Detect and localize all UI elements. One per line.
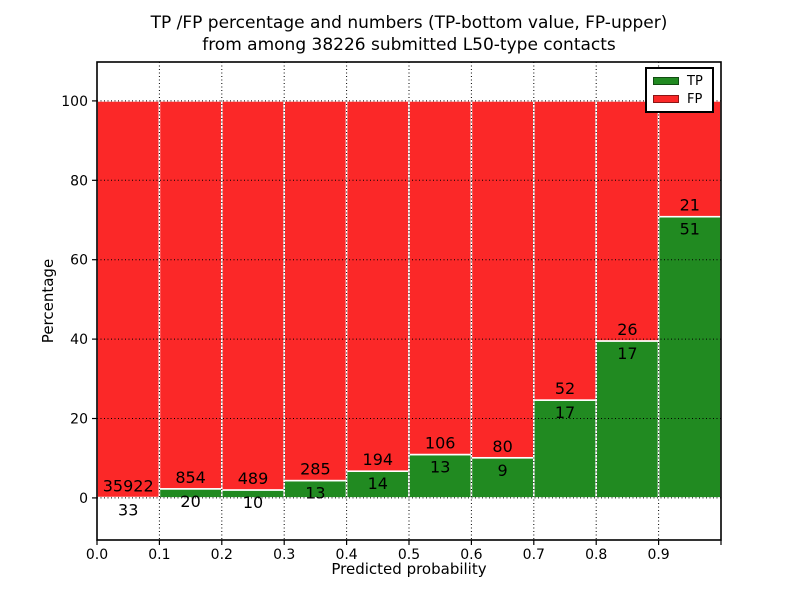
bar-count-label-fp: 106 xyxy=(425,434,456,453)
legend-row: TP xyxy=(647,75,712,88)
legend-row: FP xyxy=(647,93,712,106)
bar-count-label-fp: 21 xyxy=(680,196,700,215)
bar-segment-tp xyxy=(345,470,410,499)
y-tick-label: 60 xyxy=(70,253,88,269)
bar-count-label-tp: 51 xyxy=(680,220,700,239)
chart-title-line1: TP /FP percentage and numbers (TP-bottom… xyxy=(150,13,668,33)
x-tick-label: 0.2 xyxy=(211,547,233,563)
x-tick-label: 0.9 xyxy=(647,547,669,563)
x-tick-label: 0.4 xyxy=(335,547,357,563)
x-axis-label: Predicted probability xyxy=(331,560,487,578)
bar-segment-tp xyxy=(595,340,660,499)
x-tick-label: 0.5 xyxy=(398,547,420,563)
bar-segment-fp xyxy=(532,100,597,401)
bar-segment-fp xyxy=(283,100,348,482)
chart-title-line2: from among 38226 submitted L50-type cont… xyxy=(202,35,616,55)
bar-count-label-fp: 35922 xyxy=(103,477,154,496)
x-tick-label: 0.1 xyxy=(148,547,170,563)
bar-segment-fp xyxy=(470,100,535,459)
x-tick-label: 0.8 xyxy=(585,547,607,563)
bar-segment-fp xyxy=(158,100,223,490)
bar-segment-fp xyxy=(221,100,286,491)
bar-count-label-tp: 17 xyxy=(555,403,575,422)
bar-count-label-tp: 9 xyxy=(498,461,508,480)
bar-count-label-tp: 33 xyxy=(118,501,138,520)
bar-count-label-tp: 13 xyxy=(430,458,450,477)
y-tick-label: 0 xyxy=(79,491,88,507)
bar-count-label-tp: 13 xyxy=(305,484,325,503)
x-tick-label: 0.3 xyxy=(273,547,295,563)
bar-count-label-fp: 489 xyxy=(238,469,269,488)
bar-segment-fp xyxy=(657,100,722,218)
y-axis-label: Percentage xyxy=(39,258,57,344)
y-tick-label: 40 xyxy=(70,332,88,348)
legend-label: TP xyxy=(687,73,703,89)
bar-count-label-fp: 80 xyxy=(492,437,512,456)
bar-count-label-tp: 17 xyxy=(617,344,637,363)
x-tick-label: 0.0 xyxy=(86,547,108,563)
legend-swatch-fp xyxy=(653,95,679,103)
y-tick-label: 20 xyxy=(70,412,88,428)
bar-segment-fp xyxy=(595,100,660,342)
legend-label: FP xyxy=(687,91,703,107)
bar-count-label-tp: 10 xyxy=(243,493,263,512)
bar-count-label-fp: 26 xyxy=(617,320,637,339)
bar-count-label-fp: 194 xyxy=(363,450,394,469)
bar-segment-fp xyxy=(345,100,410,472)
bar-segment-tp xyxy=(657,215,722,499)
bar-count-label-fp: 854 xyxy=(175,468,206,487)
chart-title: TP /FP percentage and numbers (TP-bottom… xyxy=(9,12,800,56)
x-tick-label: 0.7 xyxy=(523,547,545,563)
y-tick-label: 80 xyxy=(70,173,88,189)
y-tick-label: 100 xyxy=(61,94,88,110)
x-tick-label: 0.6 xyxy=(460,547,482,563)
bar-segment-fp xyxy=(96,100,161,499)
bar-segment-fp xyxy=(408,100,473,456)
legend: TP FP xyxy=(645,67,714,113)
bar-count-label-fp: 285 xyxy=(300,460,331,479)
legend-swatch-tp xyxy=(653,77,679,85)
bar-count-label-tp: 14 xyxy=(368,474,388,493)
bar-count-label-tp: 20 xyxy=(180,492,200,511)
bar-count-label-fp: 52 xyxy=(555,379,575,398)
